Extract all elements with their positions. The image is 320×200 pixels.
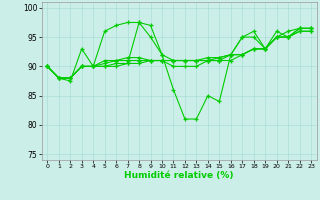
X-axis label: Humidité relative (%): Humidité relative (%): [124, 171, 234, 180]
